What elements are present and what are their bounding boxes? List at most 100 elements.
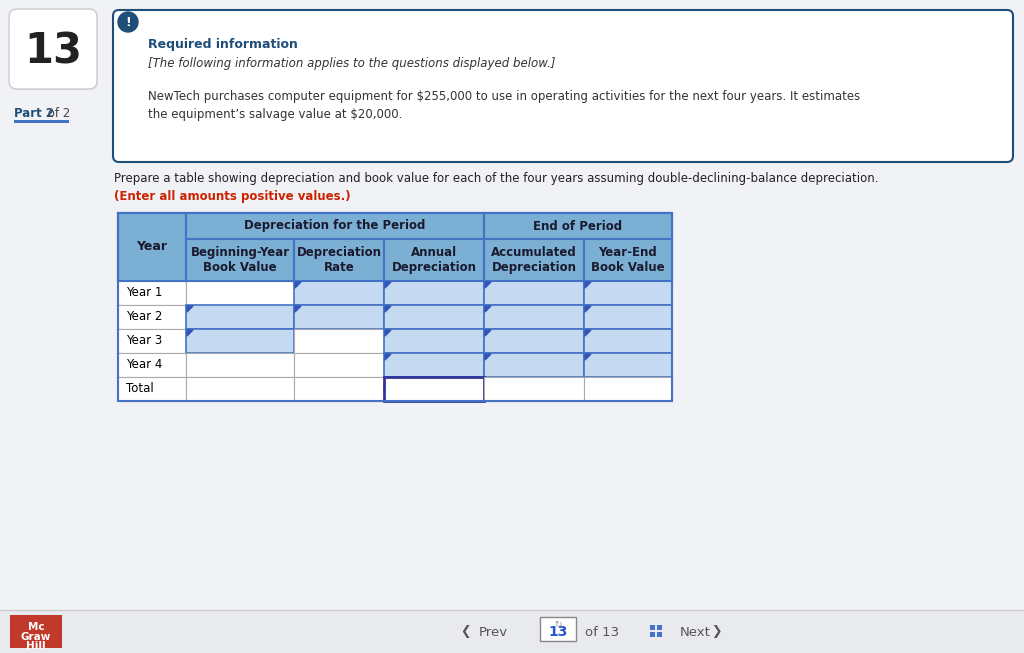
Bar	[118, 353, 186, 377]
Text: Prepare a table showing depreciation and book value for each of the four years a: Prepare a table showing depreciation and…	[114, 172, 879, 185]
Polygon shape	[585, 330, 591, 336]
FancyBboxPatch shape	[10, 10, 98, 90]
Bar	[657, 632, 662, 637]
Bar	[584, 329, 672, 353]
Bar	[384, 377, 484, 401]
Polygon shape	[385, 354, 391, 360]
Bar	[186, 281, 294, 305]
Polygon shape	[485, 282, 490, 288]
Text: Mc: Mc	[28, 622, 44, 632]
Bar	[294, 329, 384, 353]
Bar	[484, 213, 672, 239]
Polygon shape	[385, 306, 391, 312]
Polygon shape	[585, 306, 591, 312]
Bar	[384, 353, 484, 377]
Bar	[650, 625, 655, 630]
Polygon shape	[485, 330, 490, 336]
Bar	[484, 281, 584, 305]
Bar	[294, 353, 384, 377]
Bar	[484, 377, 584, 401]
Text: ❮: ❮	[460, 626, 470, 639]
Bar	[186, 353, 294, 377]
Bar	[584, 377, 672, 401]
Bar	[186, 213, 484, 239]
Polygon shape	[385, 282, 391, 288]
Text: Depreciation
Rate: Depreciation Rate	[297, 246, 382, 274]
Bar	[584, 239, 672, 281]
Polygon shape	[187, 330, 193, 336]
Bar	[118, 213, 672, 239]
Bar	[384, 281, 484, 305]
Text: Part 2: Part 2	[14, 107, 54, 120]
Text: of 2: of 2	[44, 107, 71, 120]
Bar	[118, 213, 672, 401]
Bar	[10, 615, 62, 648]
Polygon shape	[295, 282, 301, 288]
Text: the equipment’s salvage value at $20,000.: the equipment’s salvage value at $20,000…	[148, 108, 402, 121]
Text: of 13: of 13	[585, 626, 620, 639]
Bar	[14, 120, 69, 123]
Text: Required information: Required information	[148, 38, 298, 51]
Polygon shape	[485, 354, 490, 360]
Bar	[484, 305, 584, 329]
Bar	[294, 377, 384, 401]
Polygon shape	[295, 306, 301, 312]
Bar	[118, 377, 186, 401]
Bar	[294, 239, 384, 281]
Text: 13: 13	[548, 625, 567, 639]
Text: Beginning-Year
Book Value: Beginning-Year Book Value	[190, 246, 290, 274]
Text: Depreciation for the Period: Depreciation for the Period	[245, 219, 426, 232]
Bar	[484, 239, 584, 281]
Bar	[294, 281, 384, 305]
Polygon shape	[585, 354, 591, 360]
Bar	[484, 329, 584, 353]
Text: NewTech purchases computer equipment for $255,000 to use in operating activities: NewTech purchases computer equipment for…	[148, 90, 860, 103]
Text: Annual
Depreciation: Annual Depreciation	[391, 246, 476, 274]
Text: Hill: Hill	[27, 641, 46, 651]
Bar	[0, 610, 1024, 653]
Bar	[186, 239, 294, 281]
Bar	[384, 239, 484, 281]
Text: (Enter all amounts positive values.): (Enter all amounts positive values.)	[114, 190, 350, 203]
Bar	[657, 625, 662, 630]
Bar	[384, 305, 484, 329]
Text: [The following information applies to the questions displayed below.]: [The following information applies to th…	[148, 57, 555, 70]
Circle shape	[118, 12, 138, 32]
Bar	[118, 239, 672, 281]
Bar	[186, 377, 294, 401]
Bar	[650, 632, 655, 637]
Text: Graw: Graw	[20, 632, 51, 642]
Bar	[118, 281, 186, 305]
Text: Accumulated
Depreciation: Accumulated Depreciation	[492, 246, 577, 274]
Text: ↻: ↻	[554, 619, 562, 628]
Bar	[540, 617, 575, 641]
Bar	[294, 305, 384, 329]
Polygon shape	[485, 306, 490, 312]
Text: 13: 13	[24, 31, 82, 73]
Text: Total: Total	[126, 383, 154, 396]
Text: Next: Next	[680, 626, 711, 639]
Bar	[118, 329, 186, 353]
Text: End of Period: End of Period	[534, 219, 623, 232]
FancyBboxPatch shape	[113, 10, 1013, 162]
Text: Year 4: Year 4	[126, 358, 163, 372]
Text: Year 3: Year 3	[126, 334, 162, 347]
Text: Year: Year	[136, 240, 168, 253]
Bar	[384, 329, 484, 353]
Bar	[584, 281, 672, 305]
Bar	[118, 305, 186, 329]
Bar	[118, 213, 186, 281]
Text: Year-End
Book Value: Year-End Book Value	[591, 246, 665, 274]
Text: !: !	[125, 16, 131, 29]
Bar	[584, 353, 672, 377]
Polygon shape	[385, 330, 391, 336]
Polygon shape	[585, 282, 591, 288]
FancyBboxPatch shape	[9, 9, 97, 89]
Bar	[484, 353, 584, 377]
Bar	[186, 305, 294, 329]
Text: ❯: ❯	[711, 626, 721, 639]
Polygon shape	[187, 306, 193, 312]
Text: Year 2: Year 2	[126, 310, 163, 323]
Bar	[584, 305, 672, 329]
Bar	[186, 329, 294, 353]
